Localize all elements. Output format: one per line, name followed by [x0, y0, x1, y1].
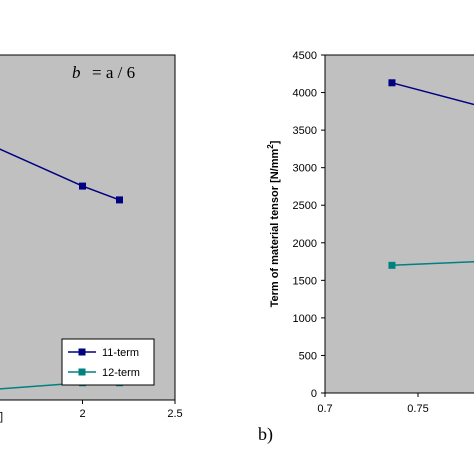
- panel-b-y-ticks: 0 500 1000 1500 2000 2500 3000 3500 4000 4500: [293, 50, 325, 400]
- panel-b-plot-area: [324, 54, 474, 394]
- data-point-11-term: [388, 79, 396, 87]
- y-tick-label: 3000: [293, 163, 317, 175]
- series-line-12-term: [391, 261, 474, 267]
- panel-a-annotation: b = a / 6: [72, 63, 135, 82]
- x-tick-label: 0.75: [407, 403, 428, 415]
- panel-b-y-axis-title: Term of material tensor [N/mm2]: [266, 140, 281, 307]
- series-line-11-term: [391, 82, 474, 106]
- x-tick-label: 2.5: [167, 408, 182, 420]
- panel-a: 2 2.5 ] b = a / 6 11-term 12-term: [0, 54, 183, 423]
- y-tick-label: 0: [311, 388, 317, 400]
- legend-box: [61, 338, 155, 386]
- y-tick-label: 4000: [293, 88, 317, 100]
- legend-label-12-term: 12-term: [102, 367, 140, 379]
- legend-swatch-marker-11: [78, 348, 86, 356]
- panel-b-x-ticks: 0.70.750.8: [317, 393, 429, 415]
- y-tick-label: 500: [299, 350, 317, 362]
- panel-a-x-label-fragment: ]: [0, 411, 3, 423]
- legend-swatch-marker-12: [78, 368, 86, 376]
- y-tick-label: 4500: [293, 50, 317, 62]
- panel-a-x-ticks: 2 2.5: [79, 400, 183, 420]
- y-tick-label: 1000: [293, 313, 317, 325]
- data-point-11-term: [116, 196, 123, 204]
- y-axis-title-main: Term of material tensor [N/mm: [269, 148, 281, 307]
- panel-b-series-lines: [391, 82, 474, 267]
- y-tick-label: 3500: [293, 125, 317, 137]
- y-axis-title-end: ]: [269, 140, 281, 144]
- panel-a-legend: 11-term 12-term: [61, 338, 155, 386]
- panel-b-letter: b): [258, 424, 273, 445]
- annotation-expression: = a / 6: [92, 63, 135, 82]
- x-tick-label: 2: [79, 408, 85, 420]
- y-tick-label: 2000: [293, 238, 317, 250]
- panel-b: 0 500 1000 1500 2000 2500 3000 3500 4000 4500 0.7…: [258, 50, 474, 445]
- y-tick-label: 2500: [293, 200, 317, 212]
- annotation-var-b: b: [72, 63, 81, 82]
- x-tick-label: 0.7: [317, 403, 332, 415]
- data-point-11-term: [79, 182, 86, 190]
- data-point-12-term: [388, 261, 396, 269]
- y-axis-title-sup: 2: [266, 144, 275, 149]
- y-tick-label: 1500: [293, 275, 317, 287]
- panel-b-series-markers: [388, 79, 396, 269]
- legend-label-11-term: 11-term: [102, 347, 139, 359]
